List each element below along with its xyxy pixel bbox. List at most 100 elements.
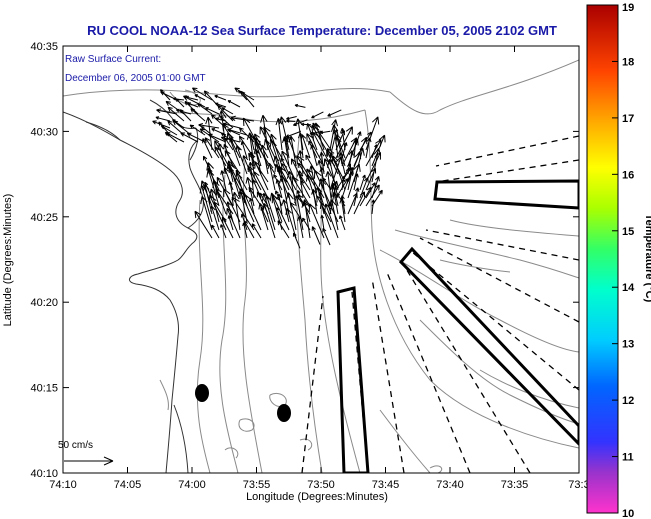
current-vector <box>191 87 213 101</box>
current-vector <box>221 216 234 239</box>
colorbar-tick-label: 16 <box>622 169 634 181</box>
current-vector <box>339 215 346 231</box>
current-vector <box>311 111 324 119</box>
current-vector <box>227 128 248 136</box>
current-vector <box>165 132 185 143</box>
current-vector <box>371 189 383 207</box>
current-vector <box>371 147 382 183</box>
current-vector <box>253 171 269 199</box>
current-vector <box>329 119 338 151</box>
current-vector <box>324 203 339 239</box>
current-vector <box>371 199 376 215</box>
current-vector <box>189 124 206 136</box>
current-vector <box>220 224 227 239</box>
colorbar-tick-label: 12 <box>622 395 634 407</box>
current-vector <box>220 170 227 191</box>
current-vector <box>327 109 342 117</box>
current-vector <box>205 116 213 151</box>
current-vector <box>224 150 241 175</box>
current-vector <box>300 180 311 199</box>
current-vector <box>227 100 241 108</box>
scale-arrow <box>64 456 114 466</box>
buoy-marker-2 <box>277 404 291 422</box>
current-vector <box>365 137 372 159</box>
current-vector <box>221 107 234 115</box>
current-vector <box>297 162 311 183</box>
current-vector <box>260 144 269 175</box>
current-vector <box>301 199 311 239</box>
current-vector <box>160 125 178 136</box>
current-vector <box>214 94 227 101</box>
x-tick-label: 74:10 <box>49 479 77 491</box>
current-vector <box>339 198 346 223</box>
current-vector <box>341 142 348 159</box>
current-vector <box>183 95 206 108</box>
current-vector <box>227 215 234 231</box>
current-vector <box>259 126 276 159</box>
current-vector <box>291 158 304 183</box>
current-vector <box>204 137 220 159</box>
current-vector <box>267 162 276 191</box>
current-vector <box>243 220 255 239</box>
current-vector <box>297 216 304 239</box>
current-vector <box>365 116 380 151</box>
current-vector <box>308 203 325 239</box>
survey-boxes <box>336 179 579 473</box>
current-vector <box>228 181 234 199</box>
current-vector <box>240 90 255 108</box>
current-vectors <box>152 87 386 249</box>
x-tick-label: 73:45 <box>372 479 400 491</box>
current-vector <box>320 214 325 231</box>
current-vector <box>294 103 306 108</box>
current-vector <box>206 168 220 207</box>
current-vector <box>329 129 339 159</box>
current-vector <box>172 120 192 136</box>
current-vector <box>271 194 290 231</box>
current-vector <box>209 194 227 231</box>
current-vector <box>184 100 199 115</box>
current-vector <box>285 130 301 138</box>
current-vector <box>300 134 311 159</box>
colorbar-tick-label: 15 <box>622 226 634 238</box>
current-vector <box>347 171 354 191</box>
current-vector <box>291 175 311 207</box>
current-vector <box>335 136 346 167</box>
current-vector <box>156 108 178 115</box>
current-vector <box>322 228 331 246</box>
current-vector <box>194 210 213 239</box>
current-vector <box>234 87 255 101</box>
current-vector <box>371 144 378 159</box>
current-vector <box>231 196 255 231</box>
current-vector <box>172 97 185 101</box>
current-vector <box>365 182 376 199</box>
y-tick-label: 40:10 <box>30 468 58 480</box>
current-vector <box>264 138 276 167</box>
current-vector <box>209 188 220 223</box>
current-vector <box>211 224 220 239</box>
colorbar-tick-label: 18 <box>622 56 634 68</box>
x-tick-label: 73:40 <box>436 479 464 491</box>
current-vector <box>298 173 311 191</box>
current-vector <box>285 192 297 231</box>
x-tick-label: 73:3 <box>568 479 589 491</box>
current-vector <box>230 115 255 122</box>
current-vector <box>275 179 283 199</box>
current-vector <box>262 203 276 239</box>
current-vector <box>292 232 301 249</box>
y-tick-label: 40:20 <box>30 297 58 309</box>
y-tick-label: 40:25 <box>30 212 58 224</box>
current-vector <box>180 132 199 143</box>
current-vector <box>301 122 312 127</box>
current-vector <box>248 152 269 183</box>
colorbar-label: Temperature (°C) <box>643 214 651 303</box>
current-vector <box>341 175 346 191</box>
current-vector <box>223 167 234 191</box>
current-vector <box>359 174 366 191</box>
current-vector <box>197 103 213 115</box>
current-vector <box>248 186 262 207</box>
current-vector <box>175 108 192 115</box>
current-vector <box>261 192 276 231</box>
current-vector <box>275 190 283 207</box>
current-vector <box>371 175 380 199</box>
